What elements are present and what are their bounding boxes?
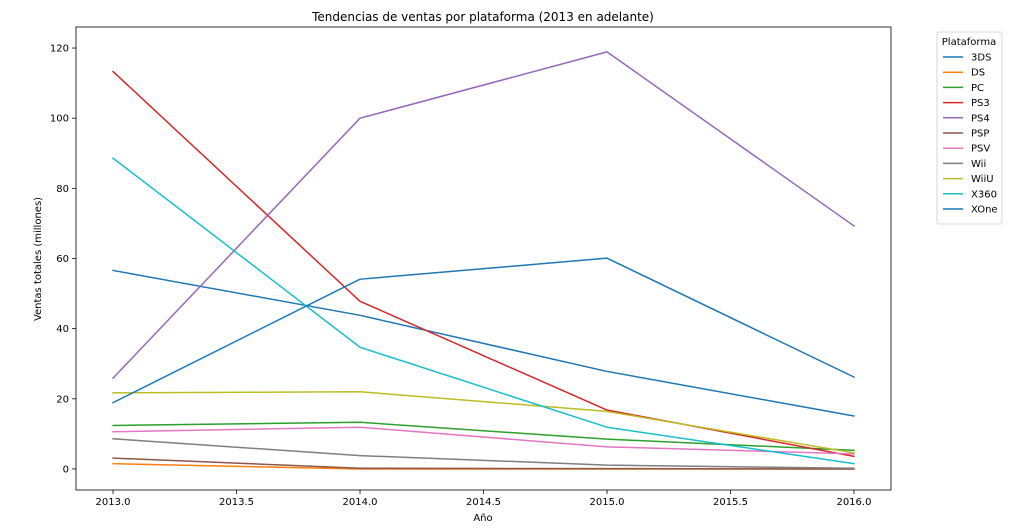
x-tick-label: 2014.5 — [466, 497, 501, 508]
y-tick-label: 60 — [56, 254, 69, 265]
legend-label-ds: DS — [971, 68, 985, 79]
plot-area-frame — [75, 26, 892, 491]
y-tick-label: 0 — [63, 464, 69, 475]
series-line-wii — [112, 437, 855, 470]
series-line-x360 — [111, 157, 855, 465]
y-tick-label: 80 — [56, 184, 69, 195]
series-lines — [111, 51, 855, 470]
y-tick-label: 40 — [56, 324, 69, 335]
x-tick-label: 2015.0 — [589, 497, 624, 508]
legend-label-pc: PC — [971, 83, 984, 94]
x-tick-label: 2015.5 — [713, 497, 748, 508]
legend-label-3ds: 3DS — [971, 53, 991, 64]
legend-items: 3DS DS PC PS3 PS4 PSP PSV Wii WiiU X360 XOne — [943, 53, 998, 216]
legend-label-ps4: PS4 — [971, 113, 990, 124]
x-tick-label: 2014.0 — [343, 497, 378, 508]
series-line-ps3 — [111, 70, 855, 458]
y-tick-label: 20 — [56, 394, 69, 405]
x-axis-label: Año — [473, 513, 492, 524]
y-tick-label: 100 — [50, 114, 69, 125]
series-line-3ds — [112, 269, 855, 417]
x-axis-ticks: 2013.0 2013.5 2014.0 2014.5 2015.0 2015.5 2016… — [96, 490, 871, 508]
legend: Plataforma 3DS DS PC PS3 PS4 PSP PSV Wii WiiU X36… — [936, 31, 1003, 225]
legend-label-x360: X360 — [971, 189, 997, 200]
legend-title: Plataforma — [942, 37, 996, 48]
legend-label-wii: Wii — [971, 159, 986, 170]
y-axis-ticks: 0 20 40 60 80 100 120 — [50, 44, 76, 475]
legend-label-psp: PSP — [971, 129, 989, 140]
series-line-psv — [112, 426, 855, 455]
series-line-ps4 — [111, 51, 855, 380]
y-tick-label: 120 — [50, 44, 69, 55]
series-line-xone — [112, 257, 855, 404]
series-line-psp — [112, 457, 855, 470]
x-tick-label: 2013.5 — [219, 497, 254, 508]
chart-title: Tendencias de ventas por plataforma (201… — [311, 10, 654, 24]
legend-box — [936, 31, 1003, 225]
legend-label-ps3: PS3 — [971, 98, 990, 109]
series-line-wiiu — [112, 391, 855, 454]
x-tick-label: 2013.0 — [96, 497, 131, 508]
legend-label-wiiu: WiiU — [971, 174, 994, 185]
legend-label-psv: PSV — [971, 144, 990, 155]
x-tick-label: 2016.0 — [836, 497, 871, 508]
legend-label-xone: XOne — [971, 205, 998, 216]
y-axis-label: Ventas totales (millones) — [33, 197, 44, 321]
